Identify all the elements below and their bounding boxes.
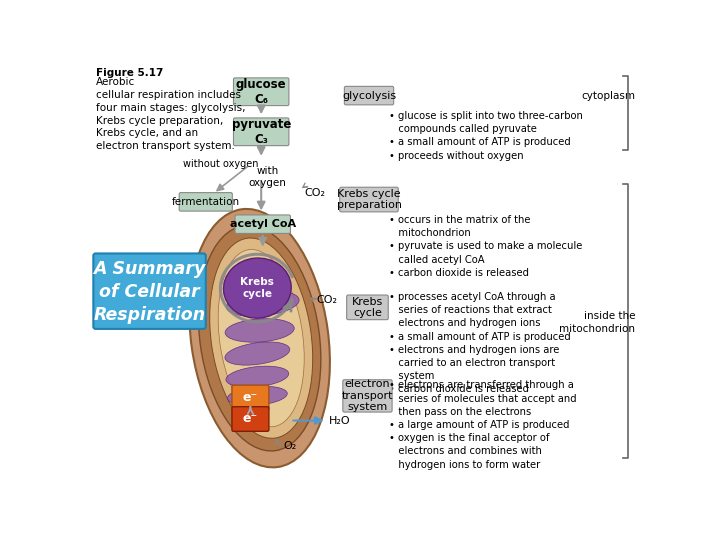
Ellipse shape <box>223 258 291 318</box>
Text: e⁻: e⁻ <box>243 391 258 404</box>
Text: glucose
C₆: glucose C₆ <box>236 78 287 106</box>
Ellipse shape <box>210 238 312 438</box>
FancyBboxPatch shape <box>232 407 269 431</box>
Ellipse shape <box>228 386 287 406</box>
Ellipse shape <box>226 291 299 316</box>
Text: • glucose is split into two three-carbon
   compounds called pyruvate
• a small : • glucose is split into two three-carbon… <box>389 111 583 160</box>
Text: CO₂: CO₂ <box>316 295 337 305</box>
FancyBboxPatch shape <box>343 380 392 412</box>
Text: CO₂: CO₂ <box>305 188 325 198</box>
Text: glycolysis: glycolysis <box>342 91 396 100</box>
Text: inside the
mitochondrion: inside the mitochondrion <box>559 311 636 334</box>
Ellipse shape <box>199 225 321 451</box>
Ellipse shape <box>225 342 289 365</box>
Text: fermentation: fermentation <box>171 197 240 207</box>
Text: without oxygen: without oxygen <box>184 159 259 168</box>
Text: Aerobic
cellular respiration includes
four main stages: glycolysis,
Krebs cycle : Aerobic cellular respiration includes fo… <box>96 77 245 151</box>
Text: cytoplasm: cytoplasm <box>582 91 636 100</box>
FancyBboxPatch shape <box>233 118 289 146</box>
FancyBboxPatch shape <box>94 253 206 329</box>
FancyBboxPatch shape <box>344 86 394 105</box>
FancyBboxPatch shape <box>179 193 233 211</box>
Ellipse shape <box>189 209 330 467</box>
Text: e⁻: e⁻ <box>243 413 258 426</box>
Ellipse shape <box>226 366 289 387</box>
Text: Krebs
cycle: Krebs cycle <box>352 296 383 318</box>
Text: Figure 5.17: Figure 5.17 <box>96 68 163 78</box>
FancyBboxPatch shape <box>233 78 289 106</box>
Text: electron
transport
system: electron transport system <box>342 379 393 413</box>
Ellipse shape <box>218 249 305 427</box>
FancyBboxPatch shape <box>235 215 290 233</box>
FancyBboxPatch shape <box>340 187 398 212</box>
Text: • electrons are transferred through a
   series of molecules that accept and
   : • electrons are transferred through a se… <box>389 381 577 470</box>
Text: • processes acetyl CoA through a
   series of reactions that extract
   electron: • processes acetyl CoA through a series … <box>389 292 571 394</box>
Text: O₂: O₂ <box>284 441 297 451</box>
Text: Krebs cycle
preparation: Krebs cycle preparation <box>336 189 402 211</box>
Text: pyruvate
C₃: pyruvate C₃ <box>232 118 291 146</box>
Text: H₂O: H₂O <box>329 416 351 426</box>
Text: with
oxygen: with oxygen <box>248 166 287 188</box>
Text: A Summary
of Cellular
Respiration: A Summary of Cellular Respiration <box>94 260 206 324</box>
Text: acetyl CoA: acetyl CoA <box>230 219 296 229</box>
FancyBboxPatch shape <box>232 385 269 410</box>
Text: Krebs
cycle: Krebs cycle <box>240 278 274 299</box>
FancyBboxPatch shape <box>346 295 388 320</box>
Text: • occurs in the matrix of the
   mitochondrion
• pyruvate is used to make a mole: • occurs in the matrix of the mitochondr… <box>389 215 582 278</box>
Ellipse shape <box>225 319 294 342</box>
